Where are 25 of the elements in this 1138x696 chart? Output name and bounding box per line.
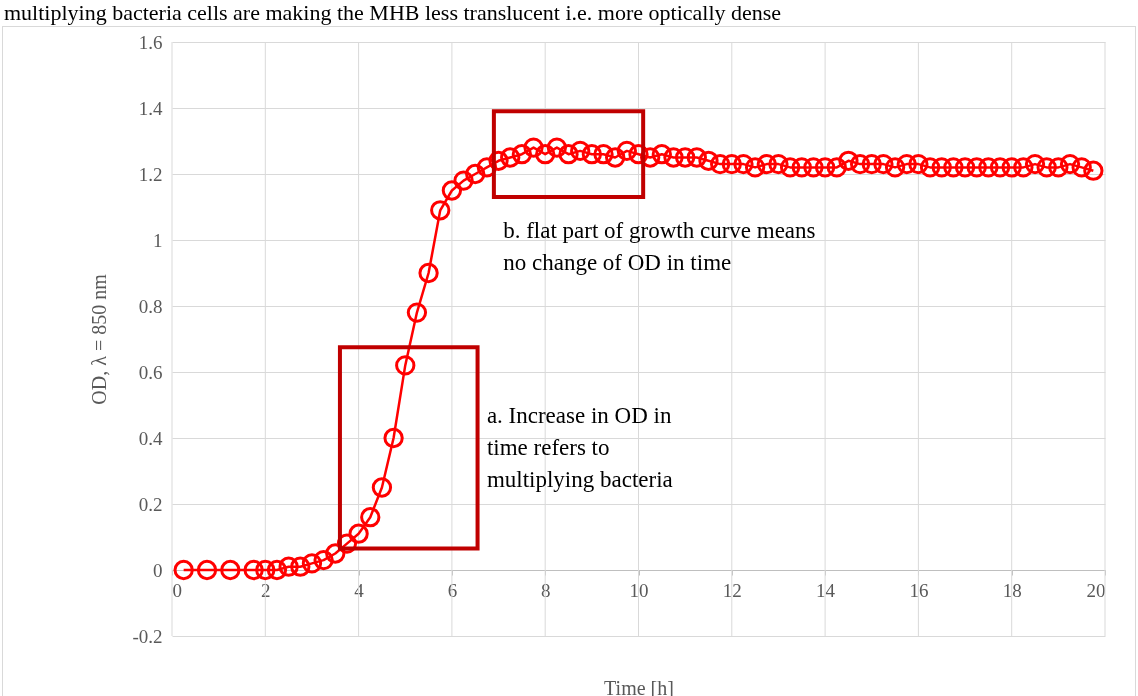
x-tick-label: 18	[1002, 579, 1022, 601]
x-tick-label: 4	[354, 579, 365, 601]
x-tick-label: 8	[540, 579, 551, 601]
annotation: b. flat part of growth curve means no change of OD in time	[503, 218, 816, 276]
y-tick-label: -0.2	[132, 625, 163, 647]
y-tick-label: 0.2	[138, 493, 163, 515]
y-tick-label: 0.4	[138, 427, 163, 449]
text: multiplying bacteria cells are making the MHB less translucent i.e. more optically dense	[3, 0, 783, 26]
x-tick-label: 2	[261, 579, 271, 601]
y-axis-title: OD, λ = 850 nm	[88, 273, 111, 405]
x-tick-label: 20	[1086, 579, 1106, 601]
x-tick-label: 14	[816, 579, 836, 601]
x-tick-label: 0	[172, 579, 182, 601]
y-tick-label: 0.6	[138, 361, 163, 383]
y-tick-label: 0	[153, 559, 163, 581]
annotation: a. Increase in OD in time refers to multiplying bacteria	[486, 403, 673, 492]
y-tick-label: 1.4	[138, 97, 163, 119]
x-tick-label: 16	[909, 579, 929, 601]
x-tick-label: 12	[722, 579, 742, 601]
x-tick-label: 6	[447, 579, 458, 601]
x-tick-label: 10	[629, 579, 649, 601]
y-tick-label: 0.8	[138, 295, 163, 317]
y-tick-label: 1	[153, 229, 163, 251]
y-tick-label: 1.2	[138, 163, 163, 185]
y-tick-label: 1.6	[138, 31, 163, 53]
